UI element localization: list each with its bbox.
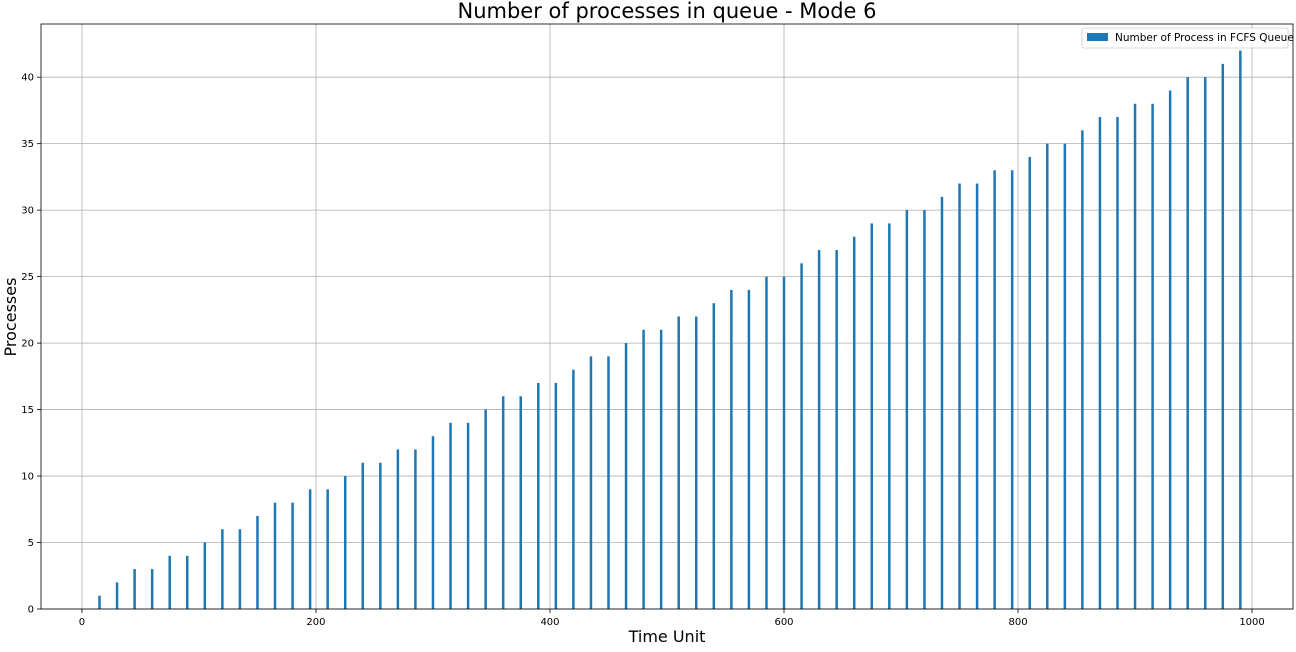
- bar: [1028, 156, 1031, 610]
- x-tick-label: 1000: [1239, 617, 1264, 628]
- bar: [958, 183, 961, 609]
- bar: [747, 289, 751, 609]
- bar: [905, 210, 909, 610]
- bar: [1203, 77, 1207, 609]
- bar: [238, 529, 242, 609]
- bar: [150, 569, 154, 609]
- bar: [414, 449, 417, 609]
- bar: [624, 343, 628, 609]
- bar: [396, 449, 400, 609]
- bar: [431, 436, 435, 609]
- bar: [501, 396, 505, 609]
- x-tick-label: 600: [774, 617, 793, 628]
- bar: [98, 595, 101, 609]
- bar: [256, 515, 259, 609]
- bar: [1081, 130, 1084, 609]
- bar: [1221, 63, 1225, 610]
- chart-title: Number of processes in queue - Mode 6: [458, 0, 877, 23]
- bar: [1186, 77, 1189, 609]
- plot-area-frame: [40, 23, 1294, 610]
- legend-swatch: [1087, 33, 1108, 41]
- bar: [659, 329, 663, 609]
- bar: [308, 489, 312, 609]
- bar: [782, 276, 786, 609]
- y-tick-label: 35: [21, 139, 34, 150]
- legend-label: Number of Process in FCFS Queue: [1115, 32, 1294, 44]
- bar: [923, 210, 926, 610]
- bar: [554, 382, 558, 609]
- bar: [537, 382, 540, 609]
- y-tick-label: 30: [21, 206, 34, 217]
- bar: [519, 396, 522, 609]
- bar: [484, 409, 487, 609]
- bar: [133, 569, 136, 609]
- bar: [852, 236, 856, 609]
- bar: [273, 502, 277, 609]
- bar: [730, 289, 733, 609]
- legend-box: [1081, 27, 1289, 49]
- bar: [800, 263, 803, 609]
- bar: [115, 582, 119, 609]
- bar: [1010, 170, 1014, 609]
- bar: [940, 196, 944, 609]
- bar: [888, 223, 891, 609]
- legend: Number of Process in FCFS Queue: [1081, 27, 1294, 49]
- bar: [817, 250, 821, 610]
- bar: [1098, 117, 1102, 610]
- bar: [993, 170, 996, 609]
- y-tick-label: 0: [28, 605, 34, 616]
- grid-lines: [41, 24, 1293, 610]
- y-tick-label: 40: [21, 73, 34, 84]
- bar: [1168, 90, 1172, 609]
- y-tick-label: 20: [21, 339, 34, 350]
- x-tick-label: 200: [306, 617, 325, 628]
- bar: [449, 422, 452, 609]
- y-tick-label: 15: [21, 405, 34, 416]
- bar: [572, 369, 575, 609]
- bar: [975, 183, 979, 609]
- bar: [870, 223, 874, 609]
- bar: [677, 316, 680, 609]
- bar: [695, 316, 698, 609]
- bar: [1133, 103, 1137, 609]
- y-tick-label: 5: [28, 538, 34, 549]
- bar: [168, 555, 171, 609]
- y-axis-label: Processes: [1, 278, 20, 357]
- y-tick-label: 10: [21, 472, 34, 483]
- bar-series: [98, 50, 1242, 610]
- bar: [186, 555, 189, 609]
- x-axis-label: Time Unit: [628, 627, 706, 646]
- axis-ticks: 0 200 400 600 800 1000 0 5 10 15 20 25 30 35 40: [21, 73, 1265, 628]
- bar: [607, 356, 610, 609]
- y-tick-label: 25: [21, 272, 34, 283]
- x-tick-label: 800: [1008, 617, 1027, 628]
- bar: [589, 356, 593, 609]
- bar: [1063, 143, 1067, 609]
- bar: [835, 250, 838, 610]
- bar: [712, 303, 716, 609]
- x-tick-label: 400: [540, 617, 559, 628]
- bar: [221, 529, 224, 609]
- bar: [1116, 117, 1119, 610]
- bar: [291, 502, 294, 609]
- bar: [1151, 103, 1154, 609]
- bar: [203, 542, 207, 609]
- bar: [326, 489, 329, 609]
- bar: [642, 329, 645, 609]
- bar: [343, 476, 347, 609]
- bar: [361, 462, 365, 609]
- x-tick-label: 0: [79, 617, 85, 628]
- bar: [1046, 143, 1049, 609]
- bar: [466, 422, 470, 609]
- bar: [379, 462, 382, 609]
- bar: [765, 276, 768, 609]
- bar: [1239, 50, 1242, 610]
